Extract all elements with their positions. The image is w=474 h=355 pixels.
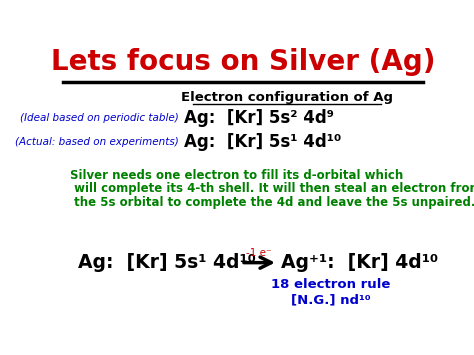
Text: Ag:  [Kr] 5s¹ 4d¹⁰: Ag: [Kr] 5s¹ 4d¹⁰ bbox=[78, 253, 255, 272]
Text: Electron configuration of Ag: Electron configuration of Ag bbox=[181, 91, 393, 104]
Text: Ag⁺¹:  [Kr] 4d¹⁰: Ag⁺¹: [Kr] 4d¹⁰ bbox=[282, 253, 438, 272]
Text: (Actual: based on experiments): (Actual: based on experiments) bbox=[15, 137, 179, 147]
Text: Silver needs one electron to fill its d-orbital which: Silver needs one electron to fill its d-… bbox=[70, 169, 403, 182]
Text: will complete its 4-th shell. It will then steal an electron from: will complete its 4-th shell. It will th… bbox=[70, 182, 474, 195]
Text: Ag:  [Kr] 5s¹ 4d¹⁰: Ag: [Kr] 5s¹ 4d¹⁰ bbox=[184, 133, 341, 151]
Text: the 5s orbital to complete the 4d and leave the 5s unpaired.: the 5s orbital to complete the 4d and le… bbox=[70, 196, 474, 209]
Text: -1 e⁻: -1 e⁻ bbox=[246, 247, 271, 257]
Text: 18 electron rule: 18 electron rule bbox=[272, 278, 391, 291]
Text: Lets focus on Silver (Ag): Lets focus on Silver (Ag) bbox=[51, 48, 435, 76]
Text: Ag:  [Kr] 5s² 4d⁹: Ag: [Kr] 5s² 4d⁹ bbox=[184, 109, 334, 127]
Text: [N.G.] nd¹⁰: [N.G.] nd¹⁰ bbox=[292, 293, 371, 306]
Text: (Ideal based on periodic table): (Ideal based on periodic table) bbox=[20, 113, 179, 123]
